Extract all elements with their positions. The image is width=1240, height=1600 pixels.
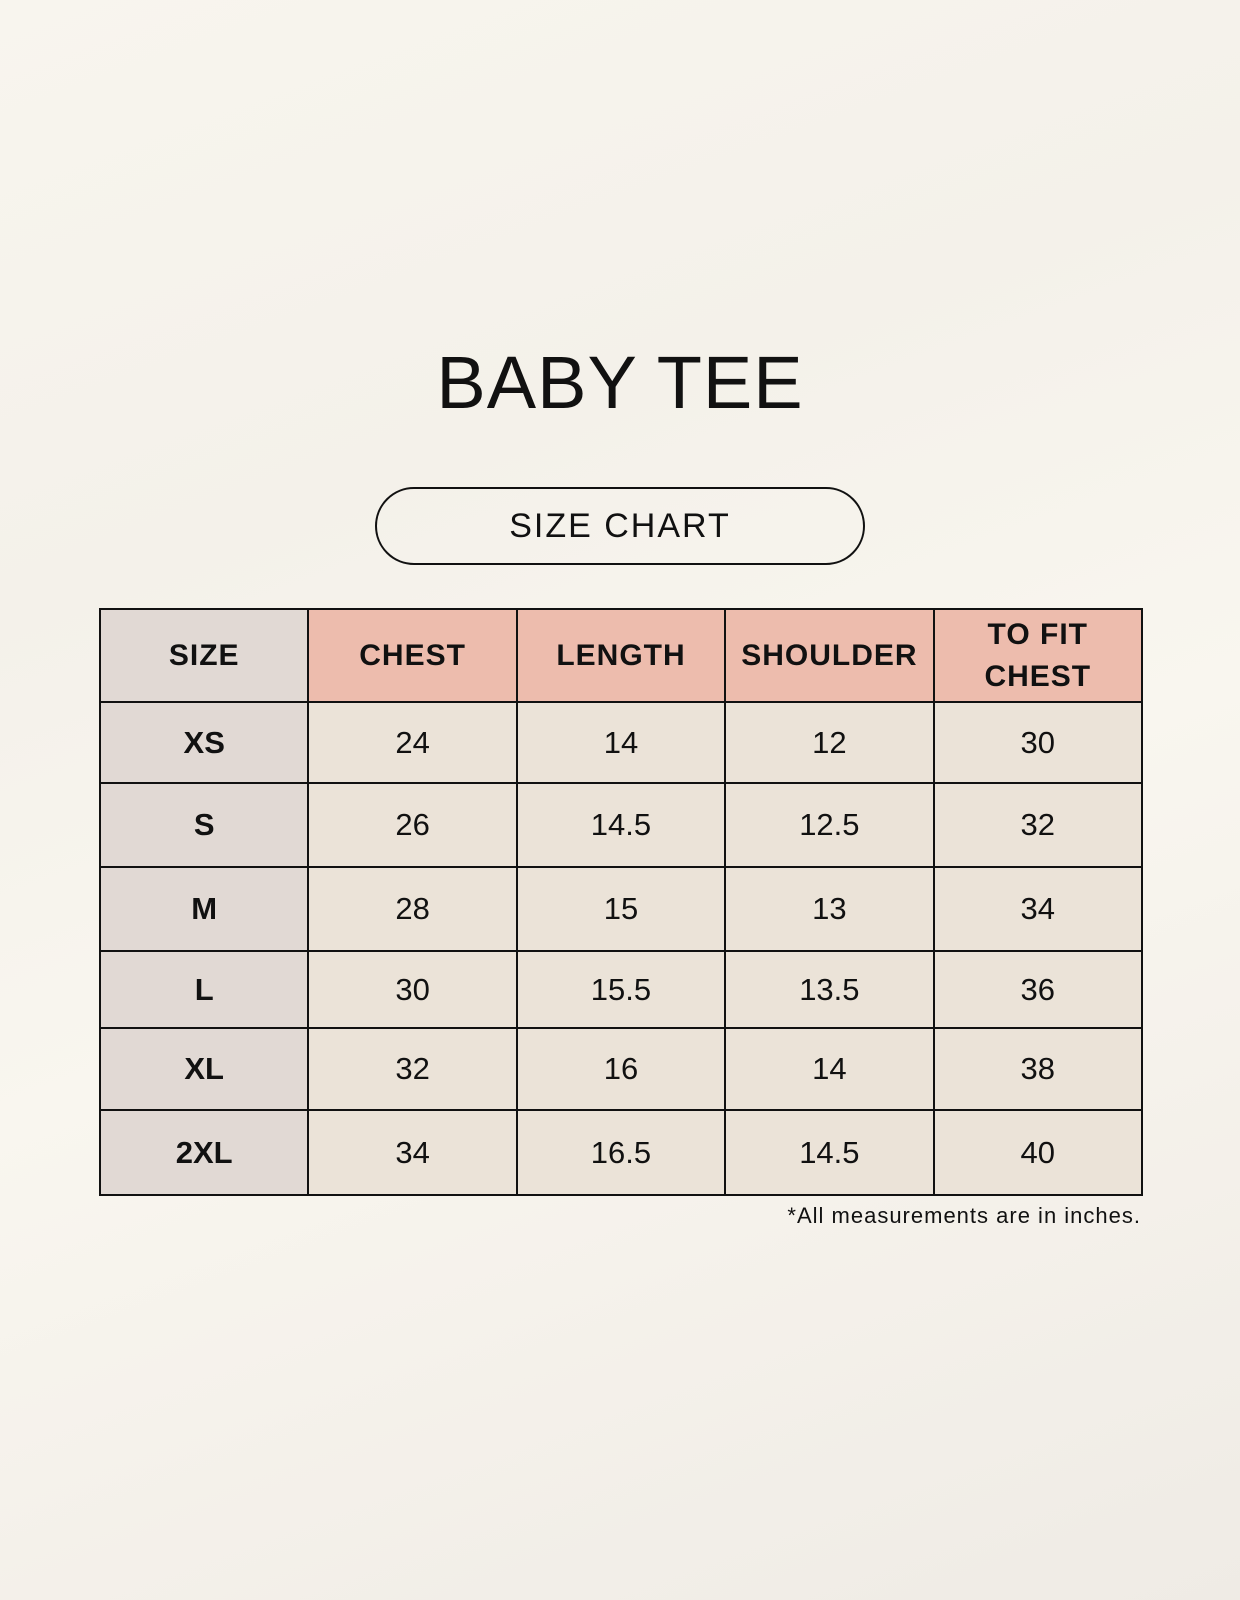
- footnote: *All measurements are in inches.: [787, 1203, 1141, 1228]
- measurement-cell: 30: [932, 701, 1144, 784]
- measurement-cell: 26: [307, 782, 518, 868]
- measurement-cell: 34: [307, 1109, 518, 1196]
- measurement-cell: 16.5: [515, 1109, 727, 1196]
- size-table: SIZE CHEST LENGTH SHOULDER TO FIT CHEST …: [98, 608, 1144, 1196]
- header-length: LENGTH: [515, 608, 727, 703]
- measurement-cell: 30: [307, 950, 518, 1029]
- header-shoulder: SHOULDER: [724, 608, 935, 703]
- size-chart-label: SIZE CHART: [375, 487, 865, 565]
- measurement-cell: 13.5: [724, 950, 935, 1029]
- table-row: S 26 14.5 12.5 32: [98, 782, 1144, 868]
- measurement-cell: 16: [515, 1027, 727, 1111]
- measurement-cell: 14: [724, 1027, 935, 1111]
- size-cell: L: [98, 950, 310, 1029]
- table-header-row: SIZE CHEST LENGTH SHOULDER TO FIT CHEST: [98, 608, 1144, 703]
- measurement-cell: 15.5: [515, 950, 727, 1029]
- measurement-cell: 12.5: [724, 782, 935, 868]
- measurement-cell: 12: [724, 701, 935, 784]
- size-cell: XS: [98, 701, 310, 784]
- measurement-cell: 34: [932, 866, 1144, 952]
- measurement-cell: 32: [932, 782, 1144, 868]
- measurement-cell: 14: [515, 701, 727, 784]
- table-row: XL 32 16 14 38: [98, 1027, 1144, 1111]
- size-cell: M: [98, 866, 310, 952]
- header-chest: CHEST: [307, 608, 518, 703]
- table-row: L 30 15.5 13.5 36: [98, 950, 1144, 1029]
- header-to-fit-chest: TO FIT CHEST: [932, 608, 1144, 703]
- size-cell: 2XL: [98, 1109, 310, 1196]
- page-title: BABY TEE: [436, 341, 804, 424]
- measurement-cell: 13: [724, 866, 935, 952]
- size-cell: S: [98, 782, 310, 868]
- measurement-cell: 15: [515, 866, 727, 952]
- header-size: SIZE: [98, 608, 310, 703]
- measurement-cell: 40: [932, 1109, 1144, 1196]
- table-row: XS 24 14 12 30: [98, 701, 1144, 784]
- size-cell: XL: [98, 1027, 310, 1111]
- measurement-cell: 14.5: [724, 1109, 935, 1196]
- measurement-cell: 24: [307, 701, 518, 784]
- measurement-cell: 36: [932, 950, 1144, 1029]
- measurement-cell: 14.5: [515, 782, 727, 868]
- measurement-cell: 28: [307, 866, 518, 952]
- table-row: M 28 15 13 34: [98, 866, 1144, 952]
- measurement-cell: 38: [932, 1027, 1144, 1111]
- table-row: 2XL 34 16.5 14.5 40: [98, 1109, 1144, 1196]
- measurement-cell: 32: [307, 1027, 518, 1111]
